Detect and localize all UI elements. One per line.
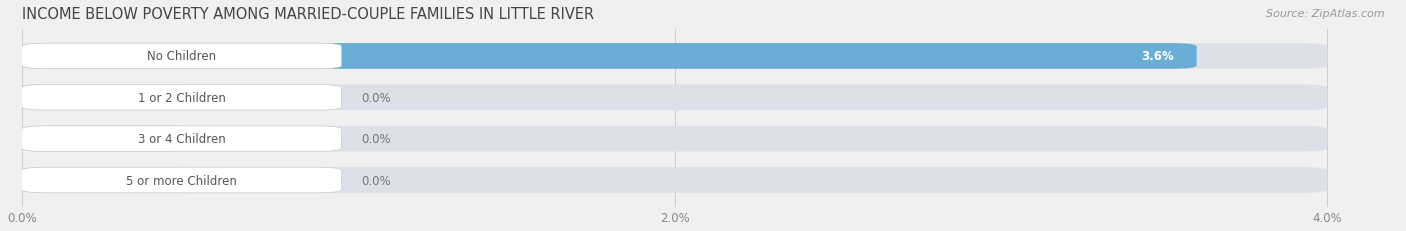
FancyBboxPatch shape xyxy=(21,44,1197,70)
FancyBboxPatch shape xyxy=(21,85,1327,111)
Text: No Children: No Children xyxy=(148,50,217,63)
FancyBboxPatch shape xyxy=(21,167,342,193)
FancyBboxPatch shape xyxy=(21,126,342,152)
Text: INCOME BELOW POVERTY AMONG MARRIED-COUPLE FAMILIES IN LITTLE RIVER: INCOME BELOW POVERTY AMONG MARRIED-COUPL… xyxy=(21,7,593,22)
Text: Source: ZipAtlas.com: Source: ZipAtlas.com xyxy=(1267,9,1385,19)
Text: 0.0%: 0.0% xyxy=(361,91,391,104)
Text: 5 or more Children: 5 or more Children xyxy=(127,174,238,187)
Text: 3.6%: 3.6% xyxy=(1142,50,1174,63)
Text: 3 or 4 Children: 3 or 4 Children xyxy=(138,133,225,146)
FancyBboxPatch shape xyxy=(21,126,1327,152)
FancyBboxPatch shape xyxy=(21,167,1327,193)
FancyBboxPatch shape xyxy=(21,44,1327,70)
Text: 0.0%: 0.0% xyxy=(361,174,391,187)
FancyBboxPatch shape xyxy=(21,44,342,70)
FancyBboxPatch shape xyxy=(21,85,342,111)
FancyBboxPatch shape xyxy=(21,126,198,152)
Text: 0.0%: 0.0% xyxy=(361,133,391,146)
FancyBboxPatch shape xyxy=(21,167,198,193)
Text: 1 or 2 Children: 1 or 2 Children xyxy=(138,91,225,104)
FancyBboxPatch shape xyxy=(21,85,198,111)
